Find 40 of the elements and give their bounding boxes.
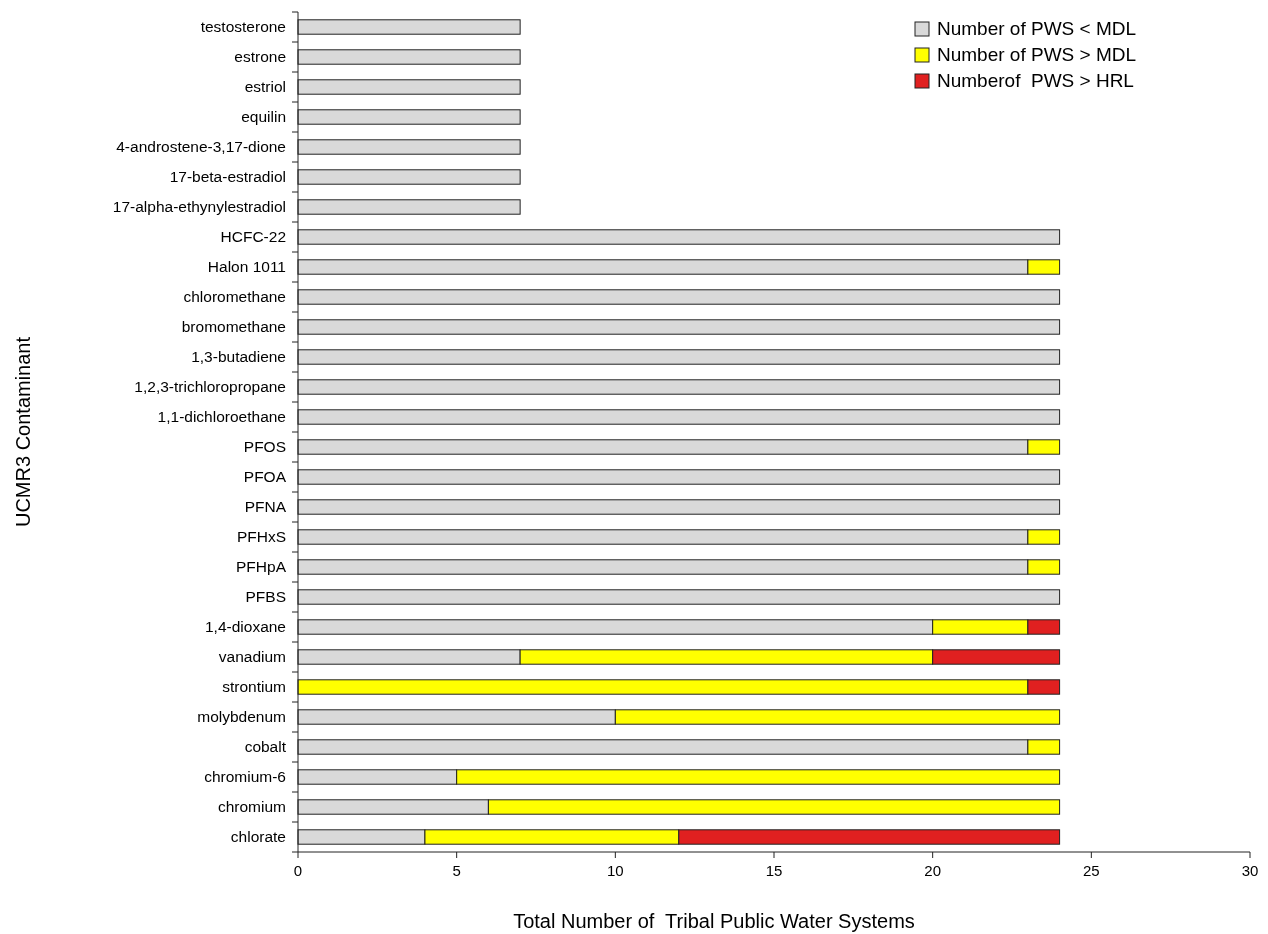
- y-tick-label: PFOA: [243, 468, 287, 485]
- y-tick-label: chlorate: [230, 828, 286, 845]
- y-tick-label: PFHxS: [236, 528, 286, 545]
- y-tick-label: PFNA: [244, 498, 287, 515]
- y-tick-label: 1,4-dioxane: [204, 618, 286, 635]
- x-tick-label: 10: [606, 862, 624, 879]
- x-axis-title: Total Number of Tribal Public Water Systems: [513, 910, 915, 932]
- y-tick-label: chromium-6: [204, 768, 286, 785]
- y-tick-label: PFHpA: [236, 558, 287, 575]
- y-tick-label: 1,3-butadiene: [191, 348, 286, 365]
- legend-label: Number of PWS < MDL: [937, 18, 1137, 39]
- legend-label: Numberof PWS > HRL: [937, 70, 1134, 91]
- y-tick-label: 4-androstene-3,17-dione: [116, 138, 286, 155]
- y-axis-title: UCMR3 Contaminant: [12, 336, 34, 528]
- y-tick-label: cobalt: [244, 738, 287, 755]
- x-tick-label: 30: [1241, 862, 1259, 879]
- legend-label: Number of PWS > MDL: [937, 44, 1137, 65]
- y-tick-label: 1,1-dichloroethane: [157, 408, 286, 425]
- y-tick-label: bromomethane: [181, 318, 286, 335]
- y-tick-label: 17-beta-estradiol: [169, 168, 286, 185]
- y-tick-label: strontium: [222, 678, 286, 695]
- y-tick-label: PFBS: [245, 588, 286, 605]
- x-tick-label: 25: [1082, 862, 1100, 879]
- y-tick-label: chromium: [217, 798, 286, 815]
- x-tick-label: 5: [452, 862, 461, 879]
- x-tick-label: 0: [293, 862, 303, 879]
- y-tick-label: molybdenum: [197, 708, 286, 725]
- y-tick-label: PFOS: [243, 438, 286, 455]
- y-tick-label: 1,2,3-trichloropropane: [134, 378, 286, 395]
- x-tick-label: 20: [924, 862, 942, 879]
- y-tick-label: HCFC-22: [220, 228, 286, 245]
- y-tick-label: 17-alpha-ethynylestradiol: [112, 198, 286, 215]
- y-tick-label: chloromethane: [183, 288, 286, 305]
- y-tick-label: estrone: [234, 48, 286, 65]
- y-tick-label: vanadium: [218, 648, 286, 665]
- y-tick-label: Halon 1011: [207, 258, 286, 275]
- x-tick-label: 15: [765, 862, 783, 879]
- y-tick-label: estriol: [244, 78, 286, 95]
- y-tick-label: equilin: [241, 108, 286, 125]
- y-tick-label: testosterone: [200, 18, 286, 35]
